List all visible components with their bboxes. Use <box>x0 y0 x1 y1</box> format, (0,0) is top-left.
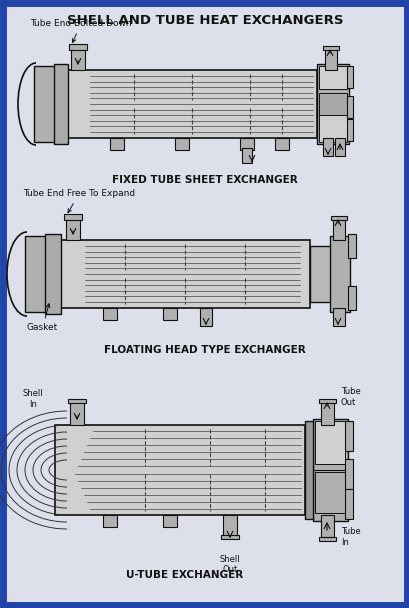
Bar <box>62 70 316 138</box>
Bar <box>274 138 288 150</box>
Bar <box>320 401 333 425</box>
Text: FLOATING HEAD TYPE EXCHANGER: FLOATING HEAD TYPE EXCHANGER <box>104 345 305 355</box>
Bar <box>110 138 124 150</box>
Bar <box>346 66 352 88</box>
Bar <box>71 48 85 70</box>
Bar <box>64 214 82 220</box>
Bar <box>70 401 84 425</box>
Bar <box>304 421 312 519</box>
Bar <box>55 240 309 308</box>
Bar <box>55 425 304 515</box>
Text: SHELL AND TUBE HEAT EXCHANGERS: SHELL AND TUBE HEAT EXCHANGERS <box>67 13 342 27</box>
Bar <box>318 537 335 541</box>
Text: Tube
Out: Tube Out <box>340 387 360 407</box>
Text: Tube End Bolted Down: Tube End Bolted Down <box>30 19 131 43</box>
Text: U-TUBE EXCHANGER: U-TUBE EXCHANGER <box>126 570 243 580</box>
Bar <box>316 64 348 144</box>
Bar <box>334 138 344 156</box>
Bar <box>69 44 87 50</box>
Text: FIXED TUBE SHEET EXCHANGER: FIXED TUBE SHEET EXCHANGER <box>112 175 297 185</box>
Bar <box>25 236 55 312</box>
Bar <box>220 535 238 539</box>
Bar <box>318 92 346 116</box>
Text: Shell
In: Shell In <box>22 389 43 409</box>
Bar <box>68 399 86 403</box>
Bar <box>314 472 344 513</box>
Bar <box>175 138 189 150</box>
Bar <box>312 419 347 521</box>
Bar <box>103 515 117 527</box>
Bar <box>344 421 352 451</box>
Bar <box>309 246 331 302</box>
Bar <box>346 96 352 118</box>
Bar <box>239 138 254 150</box>
Bar <box>163 515 177 527</box>
Bar <box>318 66 346 89</box>
Bar <box>332 308 344 326</box>
Bar <box>344 489 352 519</box>
Bar <box>332 218 344 240</box>
Bar <box>318 399 335 403</box>
Bar <box>200 308 211 326</box>
Bar <box>222 515 236 537</box>
Bar <box>324 48 336 70</box>
Text: Tube
In: Tube In <box>340 527 360 547</box>
Bar <box>322 138 332 156</box>
Bar <box>344 459 352 489</box>
Text: Gasket: Gasket <box>27 304 58 333</box>
Bar <box>45 234 61 314</box>
Bar <box>318 116 346 142</box>
Bar <box>346 119 352 141</box>
Bar <box>322 46 338 50</box>
Bar <box>34 66 64 142</box>
Text: Tube End Free To Expand: Tube End Free To Expand <box>23 190 135 213</box>
Bar <box>329 236 349 312</box>
Bar <box>66 218 80 240</box>
Bar <box>314 421 344 464</box>
Bar <box>103 308 117 320</box>
Bar <box>54 64 68 144</box>
Bar <box>330 216 346 220</box>
Bar <box>347 286 355 310</box>
Bar <box>320 515 333 537</box>
Bar <box>347 234 355 258</box>
Text: Shell
Out: Shell Out <box>219 555 240 575</box>
Bar <box>163 308 177 320</box>
Bar <box>241 148 252 163</box>
